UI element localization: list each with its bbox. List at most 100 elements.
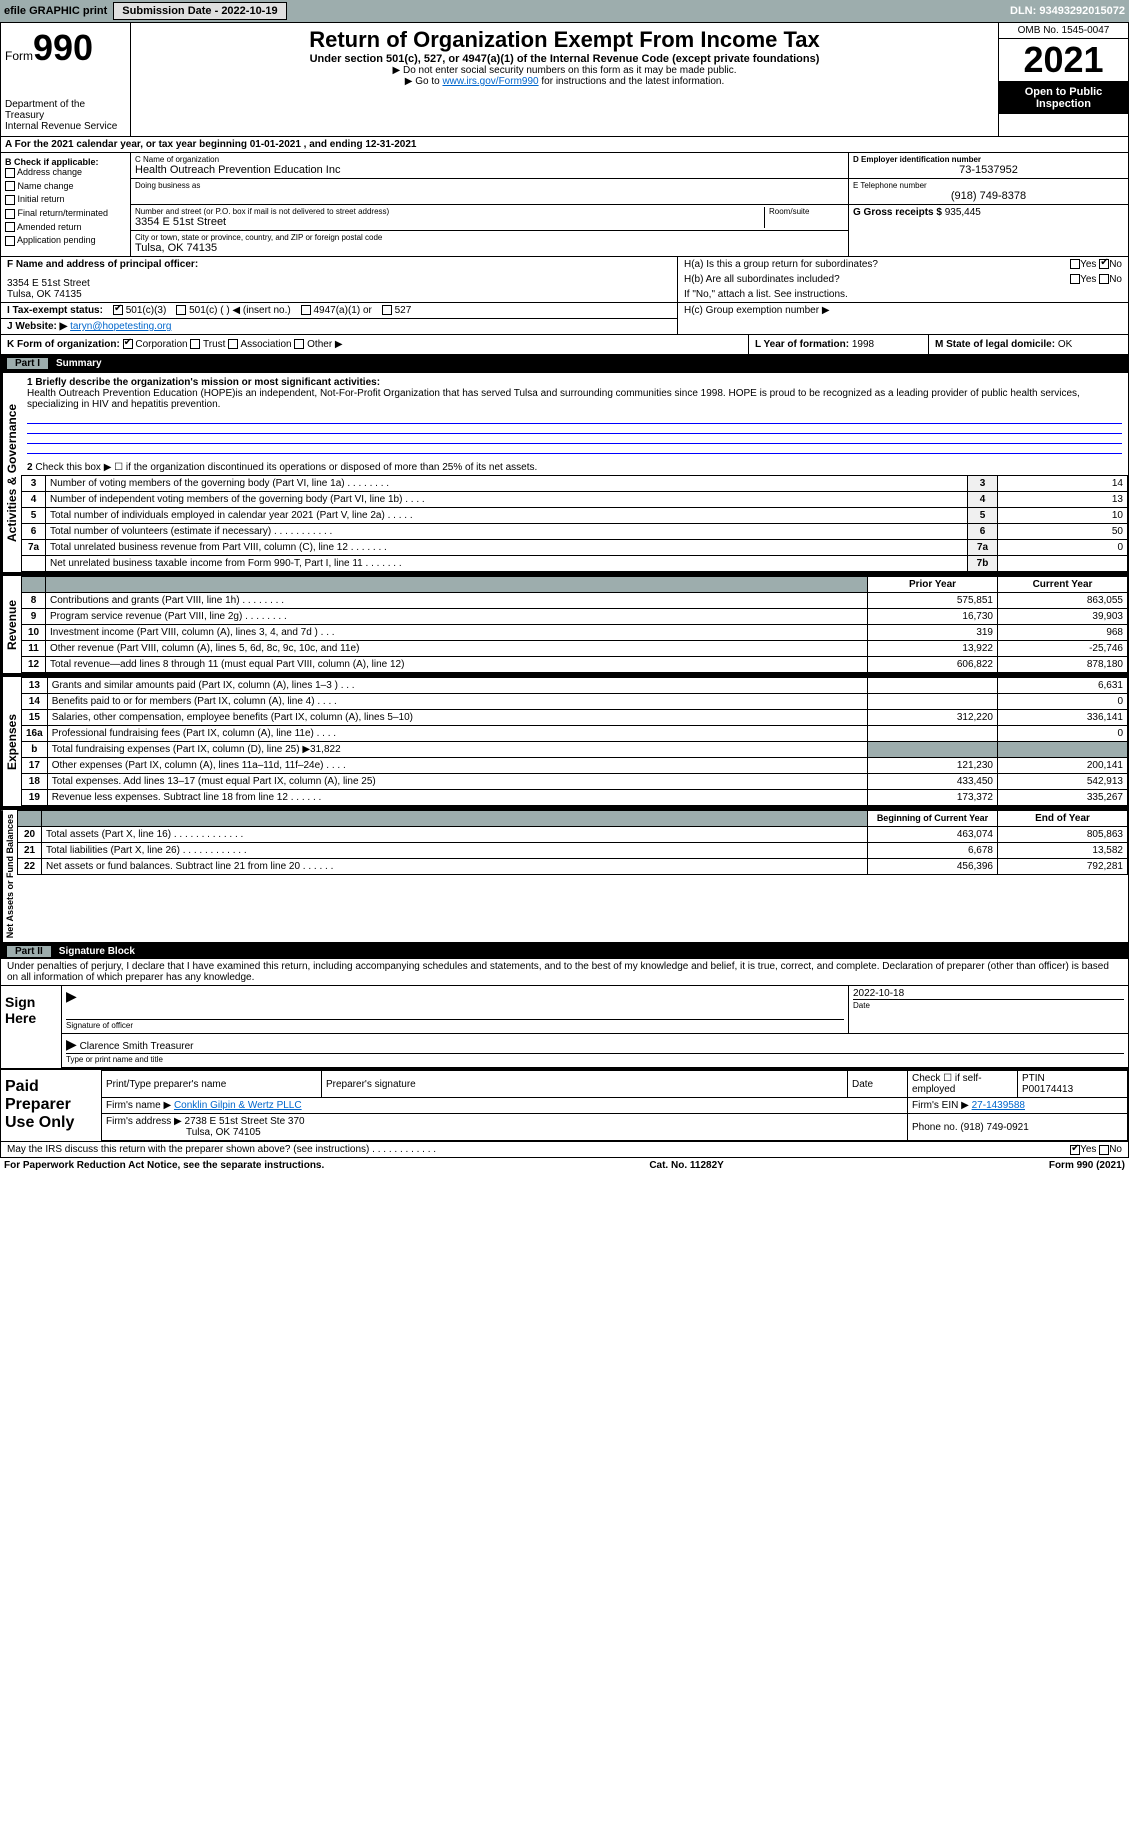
officer-name: Clarence Smith Treasurer xyxy=(80,1041,194,1052)
submission-date-button[interactable]: Submission Date - 2022-10-19 xyxy=(113,2,286,20)
open-to-public: Open to Public Inspection xyxy=(999,82,1128,114)
table-row: 20Total assets (Part X, line 16) . . . .… xyxy=(18,827,1128,843)
footer-right: Form 990 (2021) xyxy=(1049,1160,1125,1171)
chk-527[interactable]: 527 xyxy=(382,305,411,316)
net-assets-table: Beginning of Current Year End of Year 20… xyxy=(17,810,1128,875)
revenue-table: Prior Year Current Year 8Contributions a… xyxy=(21,576,1128,673)
form-990-container: Form990 Department of the Treasury Inter… xyxy=(0,22,1129,1158)
header-mid: Return of Organization Exempt From Incom… xyxy=(131,23,998,136)
chk-other[interactable]: Other ▶ xyxy=(294,339,342,350)
box-k-label: K Form of organization: xyxy=(7,339,120,350)
box-b-header: B Check if applicable: xyxy=(5,157,126,167)
box-ha-label: H(a) Is this a group return for subordin… xyxy=(684,259,878,270)
chk-4947[interactable]: 4947(a)(1) or xyxy=(301,305,372,316)
chk-assoc[interactable]: Association xyxy=(228,339,291,350)
section-net-assets: Net Assets or Fund Balances Beginning of… xyxy=(1,808,1128,944)
discuss-question: May the IRS discuss this return with the… xyxy=(7,1144,436,1155)
ha-yes[interactable] xyxy=(1070,259,1080,269)
table-row: 13Grants and similar amounts paid (Part … xyxy=(22,678,1128,694)
boxes-fh: F Name and address of principal officer:… xyxy=(1,257,1128,335)
part-1-header: Part I Summary xyxy=(1,356,1128,371)
room-label: Room/suite xyxy=(769,207,844,216)
part-2-num: Part II xyxy=(7,946,51,957)
irs-link[interactable]: www.irs.gov/Form990 xyxy=(442,76,538,87)
table-row: Net unrelated business taxable income fr… xyxy=(22,556,1128,572)
form-header: Form990 Department of the Treasury Inter… xyxy=(1,23,1128,137)
chk-final-return[interactable]: Final return/terminated xyxy=(5,208,126,219)
box-i-label: I Tax-exempt status: xyxy=(7,305,103,316)
firm-name-link[interactable]: Conklin Gilpin & Wertz PLLC xyxy=(174,1100,302,1111)
box-b: B Check if applicable: Address change Na… xyxy=(1,153,131,256)
governance-table: 3Number of voting members of the governi… xyxy=(21,475,1128,572)
prep-sig-hdr: Preparer's signature xyxy=(322,1071,848,1098)
table-row: 11Other revenue (Part VIII, column (A), … xyxy=(22,641,1128,657)
chk-corp[interactable]: Corporation xyxy=(123,339,188,350)
hb-no[interactable] xyxy=(1099,274,1109,284)
discuss-yes[interactable] xyxy=(1070,1145,1080,1155)
tax-year: 2021 xyxy=(999,39,1128,82)
paid-preparer-block: Paid Preparer Use Only Print/Type prepar… xyxy=(1,1068,1128,1141)
goto-post: for instructions and the latest informat… xyxy=(539,76,725,87)
ein-value: 73-1537952 xyxy=(853,164,1124,176)
discuss-no[interactable] xyxy=(1099,1145,1109,1155)
box-hc-label: H(c) Group exemption number ▶ xyxy=(678,302,1128,318)
mission-label: 1 Briefly describe the organization's mi… xyxy=(27,377,1122,388)
chk-name-change[interactable]: Name change xyxy=(5,181,126,192)
box-hb-label: H(b) Are all subordinates included? xyxy=(684,274,840,285)
website-link[interactable]: taryn@hopetesting.org xyxy=(70,321,171,332)
omb-number: OMB No. 1545-0047 xyxy=(999,23,1128,39)
officer-name-label: Type or print name and title xyxy=(66,1055,163,1064)
box-cde: C Name of organization Health Outreach P… xyxy=(131,153,848,256)
box-j-label: J Website: ▶ xyxy=(7,321,67,332)
tab-governance: Activities & Governance xyxy=(1,373,21,572)
form-number: Form990 xyxy=(5,27,126,69)
tax-period-row: A For the 2021 calendar year, or tax yea… xyxy=(1,137,1128,153)
ha-no[interactable] xyxy=(1099,259,1109,269)
chk-pending[interactable]: Application pending xyxy=(5,235,126,246)
box-deg: D Employer identification number 73-1537… xyxy=(848,153,1128,256)
tab-revenue: Revenue xyxy=(1,576,21,673)
sig-date-label: Date xyxy=(853,1001,870,1010)
form-title: Return of Organization Exempt From Incom… xyxy=(139,27,990,53)
table-row: 8Contributions and grants (Part VIII, li… xyxy=(22,593,1128,609)
chk-amended[interactable]: Amended return xyxy=(5,222,126,233)
section-governance: Activities & Governance 1 Briefly descri… xyxy=(1,371,1128,574)
mission-text: Health Outreach Prevention Education (HO… xyxy=(27,388,1122,410)
phone-value: (918) 749-8378 xyxy=(853,190,1124,202)
chk-address-change[interactable]: Address change xyxy=(5,167,126,178)
box-hb-note: If "No," attach a list. See instructions… xyxy=(678,287,1128,302)
table-row: 12Total revenue—add lines 8 through 11 (… xyxy=(22,657,1128,673)
officer-addr2: Tulsa, OK 74135 xyxy=(7,289,671,300)
firm-phone: (918) 749-0921 xyxy=(960,1122,1028,1133)
sig-officer-label: Signature of officer xyxy=(66,1021,133,1030)
ptin-label: PTIN xyxy=(1022,1073,1123,1084)
goto-note: ▶ Go to www.irs.gov/Form990 for instruct… xyxy=(139,76,990,87)
dba-label: Doing business as xyxy=(135,181,844,190)
state-domicile: OK xyxy=(1058,339,1072,350)
sign-here-block: Sign Here ▶ Signature of officer 2022-10… xyxy=(1,986,1128,1068)
line-2-text: Check this box ▶ ☐ if the organization d… xyxy=(35,462,537,473)
table-row: 18Total expenses. Add lines 13–17 (must … xyxy=(22,774,1128,790)
header-right: OMB No. 1545-0047 2021 Open to Public In… xyxy=(998,23,1128,136)
firm-name-label: Firm's name ▶ xyxy=(106,1100,171,1111)
firm-ein-link[interactable]: 27-1439588 xyxy=(972,1100,1025,1111)
table-row: bTotal fundraising expenses (Part IX, co… xyxy=(22,742,1128,758)
hb-yes[interactable] xyxy=(1070,274,1080,284)
city-label: City or town, state or province, country… xyxy=(135,233,844,242)
chk-initial-return[interactable]: Initial return xyxy=(5,194,126,205)
ssn-note: ▶ Do not enter social security numbers o… xyxy=(139,65,990,76)
page-footer: For Paperwork Reduction Act Notice, see … xyxy=(0,1158,1129,1173)
footer-left: For Paperwork Reduction Act Notice, see … xyxy=(4,1160,324,1171)
firm-addr: 2738 E 51st Street Ste 370 xyxy=(185,1116,305,1127)
chk-501c3[interactable]: 501(c)(3) xyxy=(113,305,166,316)
org-name: Health Outreach Prevention Education Inc xyxy=(135,164,844,176)
chk-trust[interactable]: Trust xyxy=(190,339,225,350)
section-revenue: Revenue Prior Year Current Year 8Contrib… xyxy=(1,574,1128,675)
sign-here-label: Sign Here xyxy=(1,986,61,1068)
sig-date: 2022-10-18 xyxy=(853,988,1124,999)
gross-receipts: 935,445 xyxy=(945,207,981,218)
city-value: Tulsa, OK 74135 xyxy=(135,242,844,254)
box-e-label: E Telephone number xyxy=(853,181,1124,190)
prep-date-hdr: Date xyxy=(848,1071,908,1098)
chk-501c[interactable]: 501(c) ( ) ◀ (insert no.) xyxy=(176,305,290,316)
